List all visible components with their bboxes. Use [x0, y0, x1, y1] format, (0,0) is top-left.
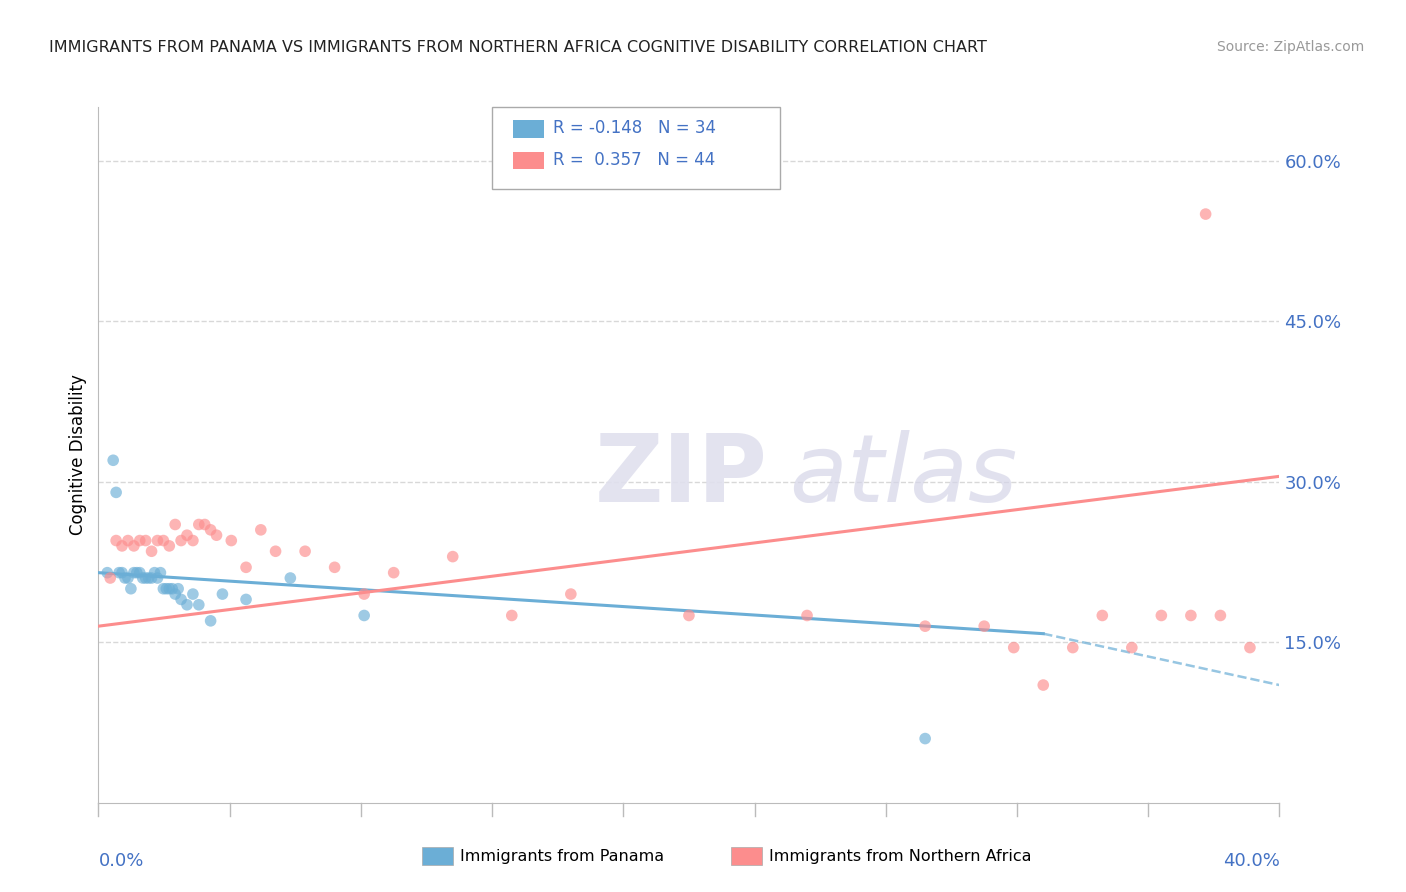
Point [176, 598, 198, 612]
Point [501, 608, 523, 623]
Point [1091, 608, 1114, 623]
Text: 0.0%: 0.0% [98, 852, 143, 870]
Point [103, 453, 125, 467]
Point [138, 571, 160, 585]
Point [914, 619, 936, 633]
Point [1195, 207, 1218, 221]
Point [165, 517, 187, 532]
Point [181, 533, 204, 548]
Point [1062, 640, 1084, 655]
Point [796, 608, 818, 623]
Point [170, 533, 193, 548]
Point [108, 566, 131, 580]
Point [165, 587, 187, 601]
Point [152, 533, 174, 548]
Text: Immigrants from Panama: Immigrants from Panama [460, 849, 664, 863]
Point [162, 582, 183, 596]
Point [1239, 640, 1261, 655]
Point [973, 619, 995, 633]
Point [117, 571, 139, 585]
Point [205, 528, 228, 542]
Point [560, 587, 582, 601]
Point [114, 571, 136, 585]
Point [128, 566, 150, 580]
Point [1180, 608, 1202, 623]
Point [1002, 640, 1025, 655]
Point [141, 544, 163, 558]
Point [382, 566, 405, 580]
Point [105, 485, 128, 500]
Point [441, 549, 464, 564]
Point [181, 587, 204, 601]
Point [157, 582, 180, 596]
Text: R =  0.357   N = 44: R = 0.357 N = 44 [553, 151, 714, 169]
Point [353, 587, 375, 601]
Point [146, 533, 169, 548]
Point [96, 566, 118, 580]
Point [235, 560, 257, 574]
Text: R = -0.148   N = 34: R = -0.148 N = 34 [553, 120, 716, 137]
Point [122, 539, 145, 553]
Point [149, 566, 172, 580]
Point [294, 544, 316, 558]
Text: Immigrants from Northern Africa: Immigrants from Northern Africa [769, 849, 1032, 863]
Point [323, 560, 346, 574]
Point [264, 544, 287, 558]
Point [111, 539, 134, 553]
Point [176, 528, 198, 542]
Point [135, 533, 157, 548]
Point [135, 571, 157, 585]
Point [128, 533, 150, 548]
Text: Source: ZipAtlas.com: Source: ZipAtlas.com [1216, 40, 1364, 54]
Point [157, 539, 180, 553]
Point [167, 582, 190, 596]
Point [1209, 608, 1232, 623]
Text: IMMIGRANTS FROM PANAMA VS IMMIGRANTS FROM NORTHERN AFRICA COGNITIVE DISABILITY C: IMMIGRANTS FROM PANAMA VS IMMIGRANTS FRO… [49, 40, 987, 55]
Point [1121, 640, 1143, 655]
Point [187, 598, 209, 612]
Point [120, 582, 142, 596]
Point [170, 592, 193, 607]
Point [250, 523, 273, 537]
Point [117, 533, 139, 548]
Point [146, 571, 169, 585]
Point [914, 731, 936, 746]
Point [125, 566, 148, 580]
Point [132, 571, 155, 585]
Point [219, 533, 242, 548]
Point [122, 566, 145, 580]
Point [155, 582, 177, 596]
Point [1150, 608, 1173, 623]
Point [1032, 678, 1054, 692]
Point [211, 587, 233, 601]
Point [678, 608, 700, 623]
Point [353, 608, 375, 623]
Point [111, 566, 134, 580]
Text: 40.0%: 40.0% [1223, 852, 1279, 870]
Point [194, 517, 217, 532]
Point [235, 592, 257, 607]
Y-axis label: Cognitive Disability: Cognitive Disability [69, 375, 87, 535]
Point [105, 533, 128, 548]
Point [143, 566, 166, 580]
Point [200, 523, 222, 537]
Point [152, 582, 174, 596]
Point [141, 571, 163, 585]
Text: ZIP: ZIP [595, 430, 768, 522]
Text: atlas: atlas [789, 430, 1018, 521]
Point [187, 517, 209, 532]
Point [200, 614, 222, 628]
Point [98, 571, 121, 585]
Point [278, 571, 302, 585]
